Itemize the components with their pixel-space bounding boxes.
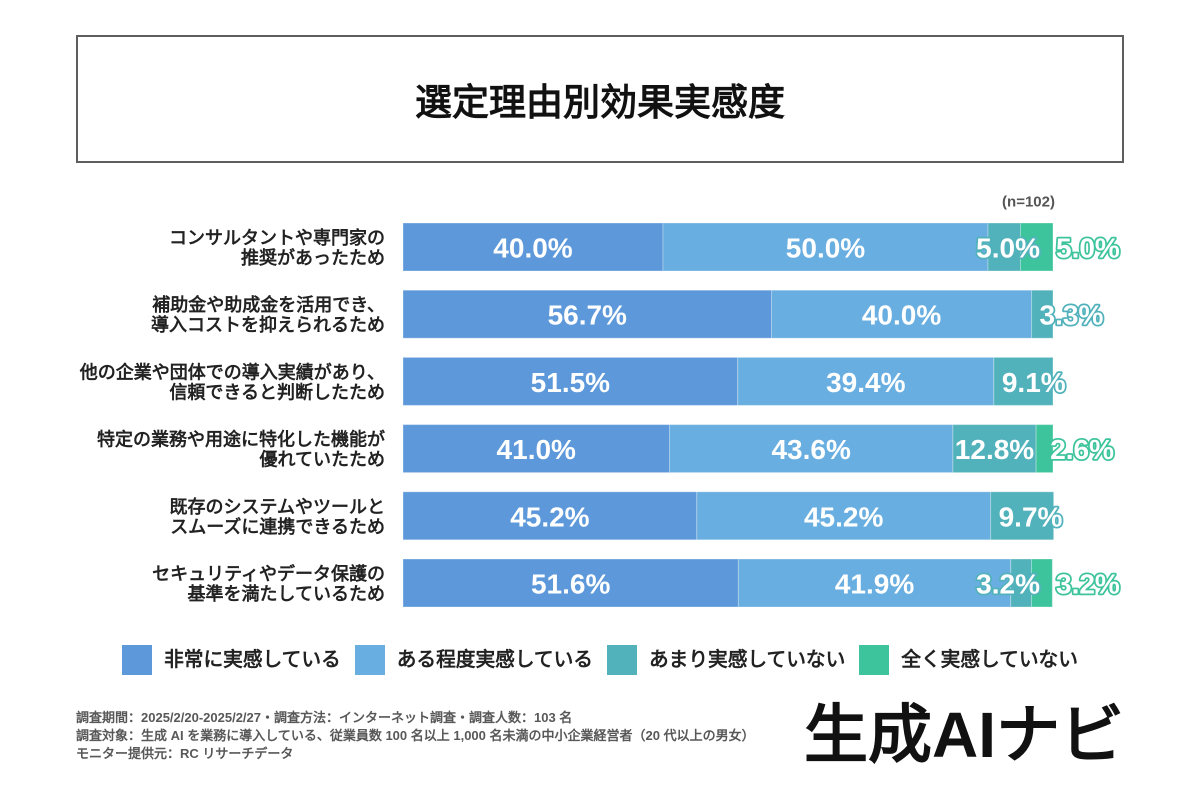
legend-swatch <box>607 645 637 675</box>
legend-item-not-at-all-felt: 全く実感していない <box>859 645 1078 675</box>
category-label: コンサルタントや専門家の推奨があったため <box>169 227 385 268</box>
bar-segments <box>402 289 1054 339</box>
data-label: 40.0% <box>862 300 941 331</box>
bar-segment <box>669 424 954 474</box>
data-label: 5.0% <box>976 233 1040 264</box>
chart-title: 選定理由別効果実感度 <box>415 82 785 123</box>
bar-segments <box>402 491 1055 541</box>
data-labels: 56.7% 40.0% 3.3% <box>546 298 1105 333</box>
bar-segment <box>696 491 992 541</box>
bar-segments <box>402 558 1053 608</box>
data-label: 9.1% <box>1002 367 1066 398</box>
data-labels: 40.0% 50.0% 5.0% 5.0% <box>492 231 1122 266</box>
data-label: 3.2% <box>1056 569 1120 600</box>
category-label-line: 補助金や助成金を活用でき、 <box>151 294 385 315</box>
bar-segments <box>402 356 1054 406</box>
bar-segment <box>1031 558 1053 608</box>
bar-segments <box>402 424 1054 474</box>
bar-row: セキュリティやデータ保護の基準を満たしているため 51.6% 41.9% 3.2% 3.… <box>152 558 1122 608</box>
legend-swatch <box>122 645 153 675</box>
legend-item-strongly-felt: 非常に実感している <box>122 645 341 675</box>
data-label: 41.0% <box>497 434 576 465</box>
data-labels: 41.0% 43.6% 12.8% 2.6% <box>495 432 1116 467</box>
data-label: 2.6% <box>1050 434 1114 465</box>
bar-segment <box>662 222 989 272</box>
bar-segment <box>402 289 773 339</box>
data-label: 3.3% <box>1040 300 1104 331</box>
category-label-line: スムーズに連携できるため <box>170 516 385 537</box>
survey-target: 調査対象：生成 AI を業務に導入している、従業員数 100 名以上 1,000… <box>76 728 755 743</box>
data-label: 9.7% <box>999 501 1063 532</box>
legend-label: あまり実感していない <box>649 649 846 671</box>
data-label: 45.2% <box>510 501 589 532</box>
legend-item-not-much-felt: あまり実感していない <box>607 645 845 675</box>
category-label: 補助金や助成金を活用でき、導入コストを抑えられるため <box>151 294 385 335</box>
bar-row: 補助金や助成金を活用でき、導入コストを抑えられるため 56.7% 40.0% 3.3% <box>151 289 1105 339</box>
bar-segment <box>993 356 1054 406</box>
data-label: 56.7% <box>548 300 627 331</box>
bar-segment <box>402 424 670 474</box>
category-label-line: コンサルタントや専門家の <box>169 227 385 248</box>
data-labels: 51.6% 41.9% 3.2% 3.2% <box>529 567 1121 602</box>
data-label: 5.0% <box>1056 233 1120 264</box>
data-labels: 45.2% 45.2% 9.7% <box>508 500 1064 535</box>
bar-row: コンサルタントや専門家の推奨があったため 40.0% 50.0% 5.0% 5.0% <box>169 222 1122 272</box>
bar-row: 既存のシステムやツールとスムーズに連携できるため 45.2% 45.2% 9.7% <box>170 491 1064 541</box>
bar-segment <box>737 558 1012 608</box>
category-label-line: 基準を満たしているため <box>187 583 385 604</box>
data-label: 40.0% <box>493 233 572 264</box>
category-label-line: 既存のシステムやツールと <box>170 496 385 517</box>
bar-segment <box>402 558 739 608</box>
bar-segment <box>402 222 664 272</box>
bar-segments <box>402 222 1054 272</box>
bar-rows: コンサルタントや専門家の推奨があったため 40.0% 50.0% 5.0% 5.0% 補助… <box>79 222 1122 608</box>
legend-label: ある程度実感している <box>396 649 593 671</box>
legend-swatch <box>354 645 385 675</box>
bar-segment <box>1020 222 1054 272</box>
category-label-line: 導入コストを抑えられるため <box>151 314 385 335</box>
data-label: 12.8% <box>955 434 1034 465</box>
data-label: 51.5% <box>531 367 610 398</box>
title-box: 選定理由別効果実感度 <box>76 35 1124 163</box>
legend: 非常に実感している ある程度実感している あまり実感していない 全く実感していな… <box>0 645 1200 675</box>
category-label-line: 推奨があったため <box>241 247 385 268</box>
data-label: 45.2% <box>804 501 883 532</box>
bar-segment <box>1035 424 1054 474</box>
category-label: セキュリティやデータ保護の基準を満たしているため <box>152 563 385 604</box>
data-label: 3.2% <box>976 569 1040 600</box>
stacked-bar-chart: (n=102) コンサルタントや専門家の推奨があったため 40.0% 50.0% 5.… <box>79 194 1122 608</box>
bar-segment <box>402 491 698 541</box>
survey-notes: 調査期間：2025/2/20-2025/2/27・調査方法：インターネット調査・… <box>76 709 755 763</box>
data-label: 41.9% <box>835 569 914 600</box>
category-label-line: 他の企業や団体での導入実績があり、 <box>79 361 385 382</box>
category-label: 他の企業や団体での導入実績があり、信頼できると判断したため <box>79 361 385 402</box>
legend-item-somewhat-felt: ある程度実感している <box>354 645 593 675</box>
data-label: 39.4% <box>826 367 905 398</box>
legend-swatch <box>859 645 890 675</box>
category-label-line: 信頼できると判断したため <box>169 381 385 402</box>
data-label: 51.6% <box>531 569 610 600</box>
category-label: 特定の業務や用途に特化した機能が優れていたため <box>97 429 385 470</box>
bar-segment <box>1031 289 1054 339</box>
bar-segment <box>952 424 1037 474</box>
bar-segment <box>402 356 739 406</box>
brand-logo: 生成AIナビ <box>804 699 1124 771</box>
bar-segment <box>771 289 1033 339</box>
bar-row: 特定の業務や用途に特化した機能が優れていたため 41.0% 43.6% 12.8% 2.… <box>97 424 1116 474</box>
survey-period-method: 調査期間：2025/2/20-2025/2/27・調査方法：インターネット調査・… <box>76 710 573 725</box>
category-label-line: 特定の業務や用途に特化した機能が <box>97 429 385 450</box>
bar-segment <box>737 356 995 406</box>
data-label: 50.0% <box>786 233 865 264</box>
sample-size-label: (n=102) <box>1002 194 1055 211</box>
legend-label: 非常に実感している <box>164 649 341 671</box>
bar-row: 他の企業や団体での導入実績があり、信頼できると判断したため 51.5% 39.4% 9… <box>79 356 1068 406</box>
data-labels: 51.5% 39.4% 9.1% <box>529 365 1068 400</box>
data-label: 43.6% <box>771 434 850 465</box>
category-label: 既存のシステムやツールとスムーズに連携できるため <box>170 496 385 537</box>
bar-segment <box>990 491 1055 541</box>
survey-panel-provider: モニター提供元：RC リサーチデータ <box>76 746 294 761</box>
legend-label: 全く実感していない <box>901 649 1078 671</box>
category-label-line: セキュリティやデータ保護の <box>152 563 385 584</box>
category-label-line: 優れていたため <box>259 449 385 470</box>
